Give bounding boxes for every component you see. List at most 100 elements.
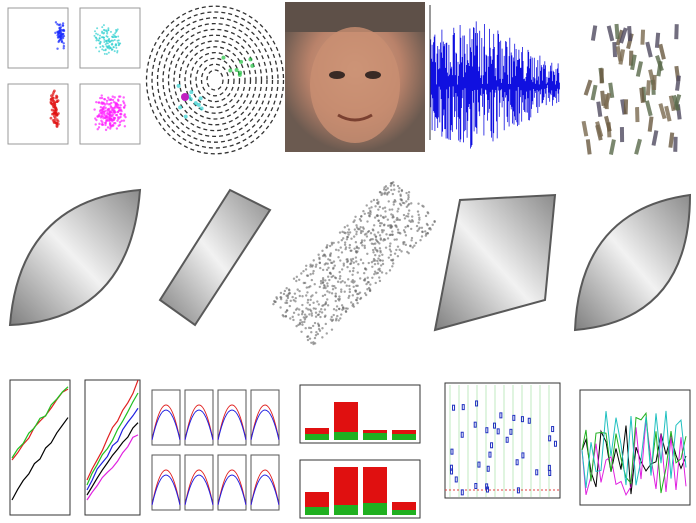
dot [349, 288, 351, 290]
dot [407, 198, 409, 200]
dot [107, 103, 109, 105]
series-line [12, 418, 68, 500]
dot [339, 275, 341, 277]
dot [283, 293, 285, 295]
stroke [611, 140, 614, 155]
dot [285, 287, 287, 289]
dot [407, 194, 409, 196]
dot [399, 232, 401, 234]
dot [387, 219, 389, 221]
dot [367, 231, 369, 233]
dot [315, 315, 317, 317]
dot [385, 233, 387, 235]
dot [389, 245, 391, 247]
dot [300, 331, 302, 333]
dot [379, 206, 381, 208]
stroke [657, 33, 658, 48]
dot [58, 24, 60, 26]
dot [390, 234, 392, 236]
dot [366, 235, 368, 237]
curve [218, 475, 246, 505]
dot [104, 107, 106, 109]
dot [389, 248, 391, 250]
dot [354, 216, 356, 218]
dot [310, 295, 312, 297]
ridge [191, 53, 240, 108]
dot [404, 226, 406, 228]
dot [61, 40, 63, 42]
dot [311, 312, 313, 314]
dot [328, 279, 330, 281]
box [500, 413, 502, 418]
dot [370, 206, 372, 208]
dot [115, 31, 117, 33]
dot [316, 300, 318, 302]
dot [364, 233, 366, 235]
stroke [638, 62, 641, 77]
dot [374, 205, 376, 207]
dot [113, 118, 115, 120]
dot [319, 267, 321, 269]
dot [314, 322, 316, 324]
dot [340, 291, 342, 293]
dot [364, 245, 366, 247]
dot [391, 230, 393, 232]
dot [109, 124, 111, 126]
dot [359, 291, 361, 293]
dot [377, 208, 379, 210]
dot [305, 268, 307, 270]
dot [287, 295, 289, 297]
dot [331, 243, 333, 245]
density-shape [575, 195, 690, 330]
dot [99, 97, 101, 99]
dot [367, 277, 369, 279]
series-line [87, 435, 138, 500]
dot [380, 264, 382, 266]
dot [417, 203, 419, 205]
dot [318, 303, 320, 305]
dot [366, 253, 368, 255]
dot [337, 298, 339, 300]
dot [338, 308, 340, 310]
dot [337, 249, 339, 251]
dot [341, 251, 343, 253]
dot [370, 238, 372, 240]
dot [408, 191, 410, 193]
dot [360, 215, 362, 217]
dot [96, 27, 98, 29]
dot [62, 42, 64, 44]
bar [392, 430, 416, 434]
dot [292, 316, 294, 318]
dot [111, 36, 113, 38]
dot [332, 275, 334, 277]
dot [355, 260, 357, 262]
dot [307, 299, 309, 301]
dot [344, 232, 346, 234]
dot [119, 124, 121, 126]
dot [364, 213, 366, 215]
dot [413, 245, 415, 247]
stroke [648, 80, 649, 95]
dot [346, 225, 348, 227]
dot [305, 294, 307, 296]
dot [96, 115, 98, 117]
bar [334, 402, 358, 432]
box [478, 462, 480, 467]
dot [321, 250, 323, 252]
dot [352, 286, 354, 288]
dot [373, 258, 375, 260]
dot [103, 39, 105, 41]
dot [370, 232, 372, 234]
stroke [586, 80, 591, 95]
dot [310, 342, 312, 344]
dot [356, 299, 358, 301]
dot [293, 278, 295, 280]
dot [284, 290, 286, 292]
dot [372, 249, 374, 251]
dot [429, 228, 431, 230]
dot [313, 259, 315, 261]
dot [396, 210, 398, 212]
dot [405, 244, 407, 246]
dot [337, 256, 339, 258]
dot [335, 319, 337, 321]
